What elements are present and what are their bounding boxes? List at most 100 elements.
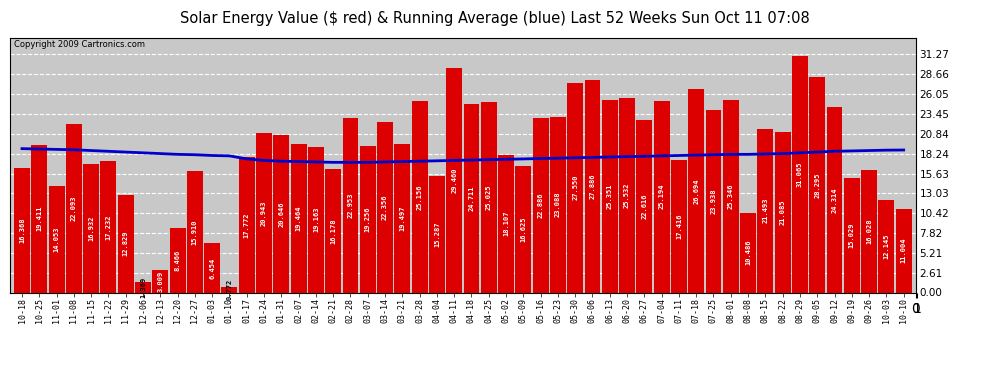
Text: 22.093: 22.093 — [71, 196, 77, 221]
Bar — [878, 200, 894, 292]
Bar — [533, 118, 548, 292]
Text: 22.616: 22.616 — [642, 194, 647, 219]
Bar — [291, 144, 307, 292]
Bar — [481, 102, 497, 292]
Text: 20.646: 20.646 — [278, 201, 284, 226]
Text: 16.932: 16.932 — [88, 215, 94, 241]
Text: 22.953: 22.953 — [347, 192, 353, 218]
Bar — [429, 176, 445, 292]
Text: 25.194: 25.194 — [658, 184, 664, 209]
Bar — [567, 83, 583, 292]
Bar — [671, 160, 687, 292]
Bar — [741, 213, 756, 292]
Bar — [377, 122, 393, 292]
Text: 28.295: 28.295 — [814, 172, 820, 198]
Text: 25.351: 25.351 — [607, 183, 613, 209]
Text: 19.464: 19.464 — [296, 206, 302, 231]
Text: 12.829: 12.829 — [123, 231, 129, 256]
Bar — [66, 124, 82, 292]
Text: 19.163: 19.163 — [313, 207, 319, 232]
Text: 16.368: 16.368 — [19, 217, 25, 243]
Bar — [273, 135, 289, 292]
Bar — [308, 147, 324, 292]
Bar — [359, 146, 375, 292]
Text: 21.493: 21.493 — [762, 198, 768, 223]
Bar — [757, 129, 773, 292]
Bar — [896, 209, 912, 292]
Text: 25.532: 25.532 — [624, 183, 630, 208]
Text: 15.287: 15.287 — [434, 222, 440, 247]
Text: Copyright 2009 Cartronics.com: Copyright 2009 Cartronics.com — [15, 40, 146, 49]
Bar — [584, 80, 600, 292]
Bar — [688, 89, 704, 292]
Bar — [394, 144, 410, 292]
Bar — [792, 56, 808, 292]
Text: 21.085: 21.085 — [780, 200, 786, 225]
Bar — [152, 270, 168, 292]
Text: 16.625: 16.625 — [521, 216, 527, 242]
Text: 23.088: 23.088 — [555, 192, 561, 217]
Bar — [723, 100, 739, 292]
Bar — [637, 120, 652, 292]
Bar — [239, 157, 254, 292]
Text: 18.107: 18.107 — [503, 211, 509, 236]
Bar — [843, 178, 859, 292]
Bar — [706, 110, 722, 292]
Bar — [653, 101, 669, 292]
Bar — [343, 118, 358, 292]
Text: 25.156: 25.156 — [417, 184, 423, 210]
Text: 8.466: 8.466 — [174, 250, 180, 271]
Bar — [32, 145, 48, 292]
Text: 12.145: 12.145 — [883, 234, 889, 259]
Text: 14.053: 14.053 — [53, 226, 59, 252]
Bar — [204, 243, 220, 292]
Bar — [101, 161, 117, 292]
Text: 22.886: 22.886 — [538, 193, 544, 218]
Text: Solar Energy Value ($ red) & Running Average (blue) Last 52 Weeks Sun Oct 11 07:: Solar Energy Value ($ red) & Running Ave… — [180, 11, 810, 26]
Text: 22.356: 22.356 — [382, 195, 388, 220]
Text: 25.025: 25.025 — [486, 184, 492, 210]
Bar — [256, 133, 272, 292]
Text: 16.028: 16.028 — [866, 219, 872, 244]
Text: 17.772: 17.772 — [244, 212, 249, 238]
Bar — [326, 170, 342, 292]
Text: 23.938: 23.938 — [711, 189, 717, 214]
Bar — [775, 132, 791, 292]
Bar — [118, 195, 134, 292]
Text: 15.910: 15.910 — [192, 219, 198, 245]
Bar — [222, 286, 238, 292]
Text: 1.369: 1.369 — [140, 277, 146, 298]
Text: 24.711: 24.711 — [468, 186, 474, 211]
Text: 26.694: 26.694 — [693, 178, 699, 204]
Text: 3.009: 3.009 — [157, 270, 163, 292]
Bar — [83, 164, 99, 292]
Bar — [498, 154, 514, 292]
Text: 10.486: 10.486 — [745, 240, 751, 266]
Text: 6.454: 6.454 — [209, 257, 215, 279]
Bar — [827, 107, 842, 292]
Bar — [446, 68, 462, 292]
Text: 25.346: 25.346 — [728, 183, 734, 209]
Text: 20.943: 20.943 — [261, 200, 267, 225]
Bar — [550, 117, 566, 292]
Bar — [861, 171, 877, 292]
Bar — [49, 186, 64, 292]
Text: 29.460: 29.460 — [451, 168, 457, 193]
Bar — [809, 77, 825, 292]
Text: 17.232: 17.232 — [106, 214, 112, 240]
Text: 19.411: 19.411 — [37, 206, 43, 231]
Text: 19.497: 19.497 — [399, 206, 405, 231]
Text: 15.029: 15.029 — [848, 222, 854, 248]
Text: 16.178: 16.178 — [331, 218, 337, 244]
Bar — [516, 166, 532, 292]
Text: 11.004: 11.004 — [901, 238, 907, 263]
Bar — [412, 101, 428, 292]
Text: 24.314: 24.314 — [832, 187, 838, 213]
Bar — [14, 168, 30, 292]
Bar — [602, 99, 618, 292]
Text: 31.065: 31.065 — [797, 162, 803, 187]
Bar — [135, 282, 150, 292]
Text: 0.772: 0.772 — [227, 279, 233, 300]
Bar — [169, 228, 185, 292]
Text: 27.550: 27.550 — [572, 175, 578, 200]
